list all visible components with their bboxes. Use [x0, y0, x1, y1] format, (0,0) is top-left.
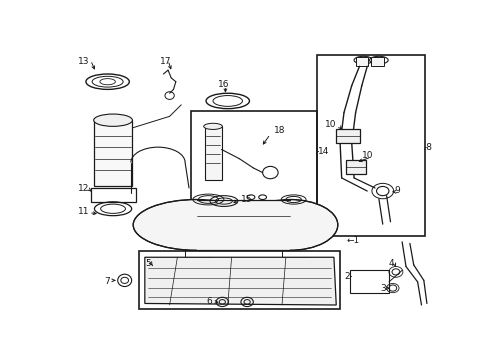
- Text: 16: 16: [218, 80, 229, 89]
- Ellipse shape: [241, 199, 337, 250]
- Text: 13: 13: [78, 57, 89, 66]
- Bar: [190, 111, 316, 216]
- Ellipse shape: [133, 199, 260, 250]
- Text: 15: 15: [241, 195, 252, 204]
- Polygon shape: [196, 199, 289, 250]
- Text: 2: 2: [344, 272, 350, 281]
- Text: 12: 12: [78, 184, 89, 193]
- Bar: [355, 57, 367, 66]
- Text: 6: 6: [206, 297, 212, 306]
- Text: ←1: ←1: [346, 236, 359, 245]
- Text: 9: 9: [393, 186, 399, 195]
- Text: 3: 3: [380, 284, 386, 293]
- Bar: [204, 126, 221, 180]
- Bar: [138, 251, 340, 309]
- Text: 11: 11: [78, 207, 89, 216]
- Text: 5: 5: [144, 259, 150, 268]
- Bar: [336, 130, 359, 143]
- Text: 4: 4: [387, 259, 393, 268]
- Text: 10: 10: [361, 151, 372, 160]
- Text: 18: 18: [274, 126, 285, 135]
- Bar: [346, 160, 365, 174]
- Text: -8: -8: [423, 143, 432, 152]
- Ellipse shape: [94, 114, 132, 126]
- Text: 10: 10: [324, 120, 335, 129]
- Bar: [90, 188, 135, 202]
- Text: 17: 17: [160, 57, 171, 66]
- Bar: [94, 120, 132, 186]
- Ellipse shape: [203, 123, 222, 130]
- Bar: [316, 55, 425, 236]
- Text: 14: 14: [318, 147, 329, 156]
- Text: 7: 7: [104, 276, 110, 285]
- Bar: [349, 270, 388, 293]
- Bar: [370, 57, 383, 66]
- Polygon shape: [144, 257, 336, 305]
